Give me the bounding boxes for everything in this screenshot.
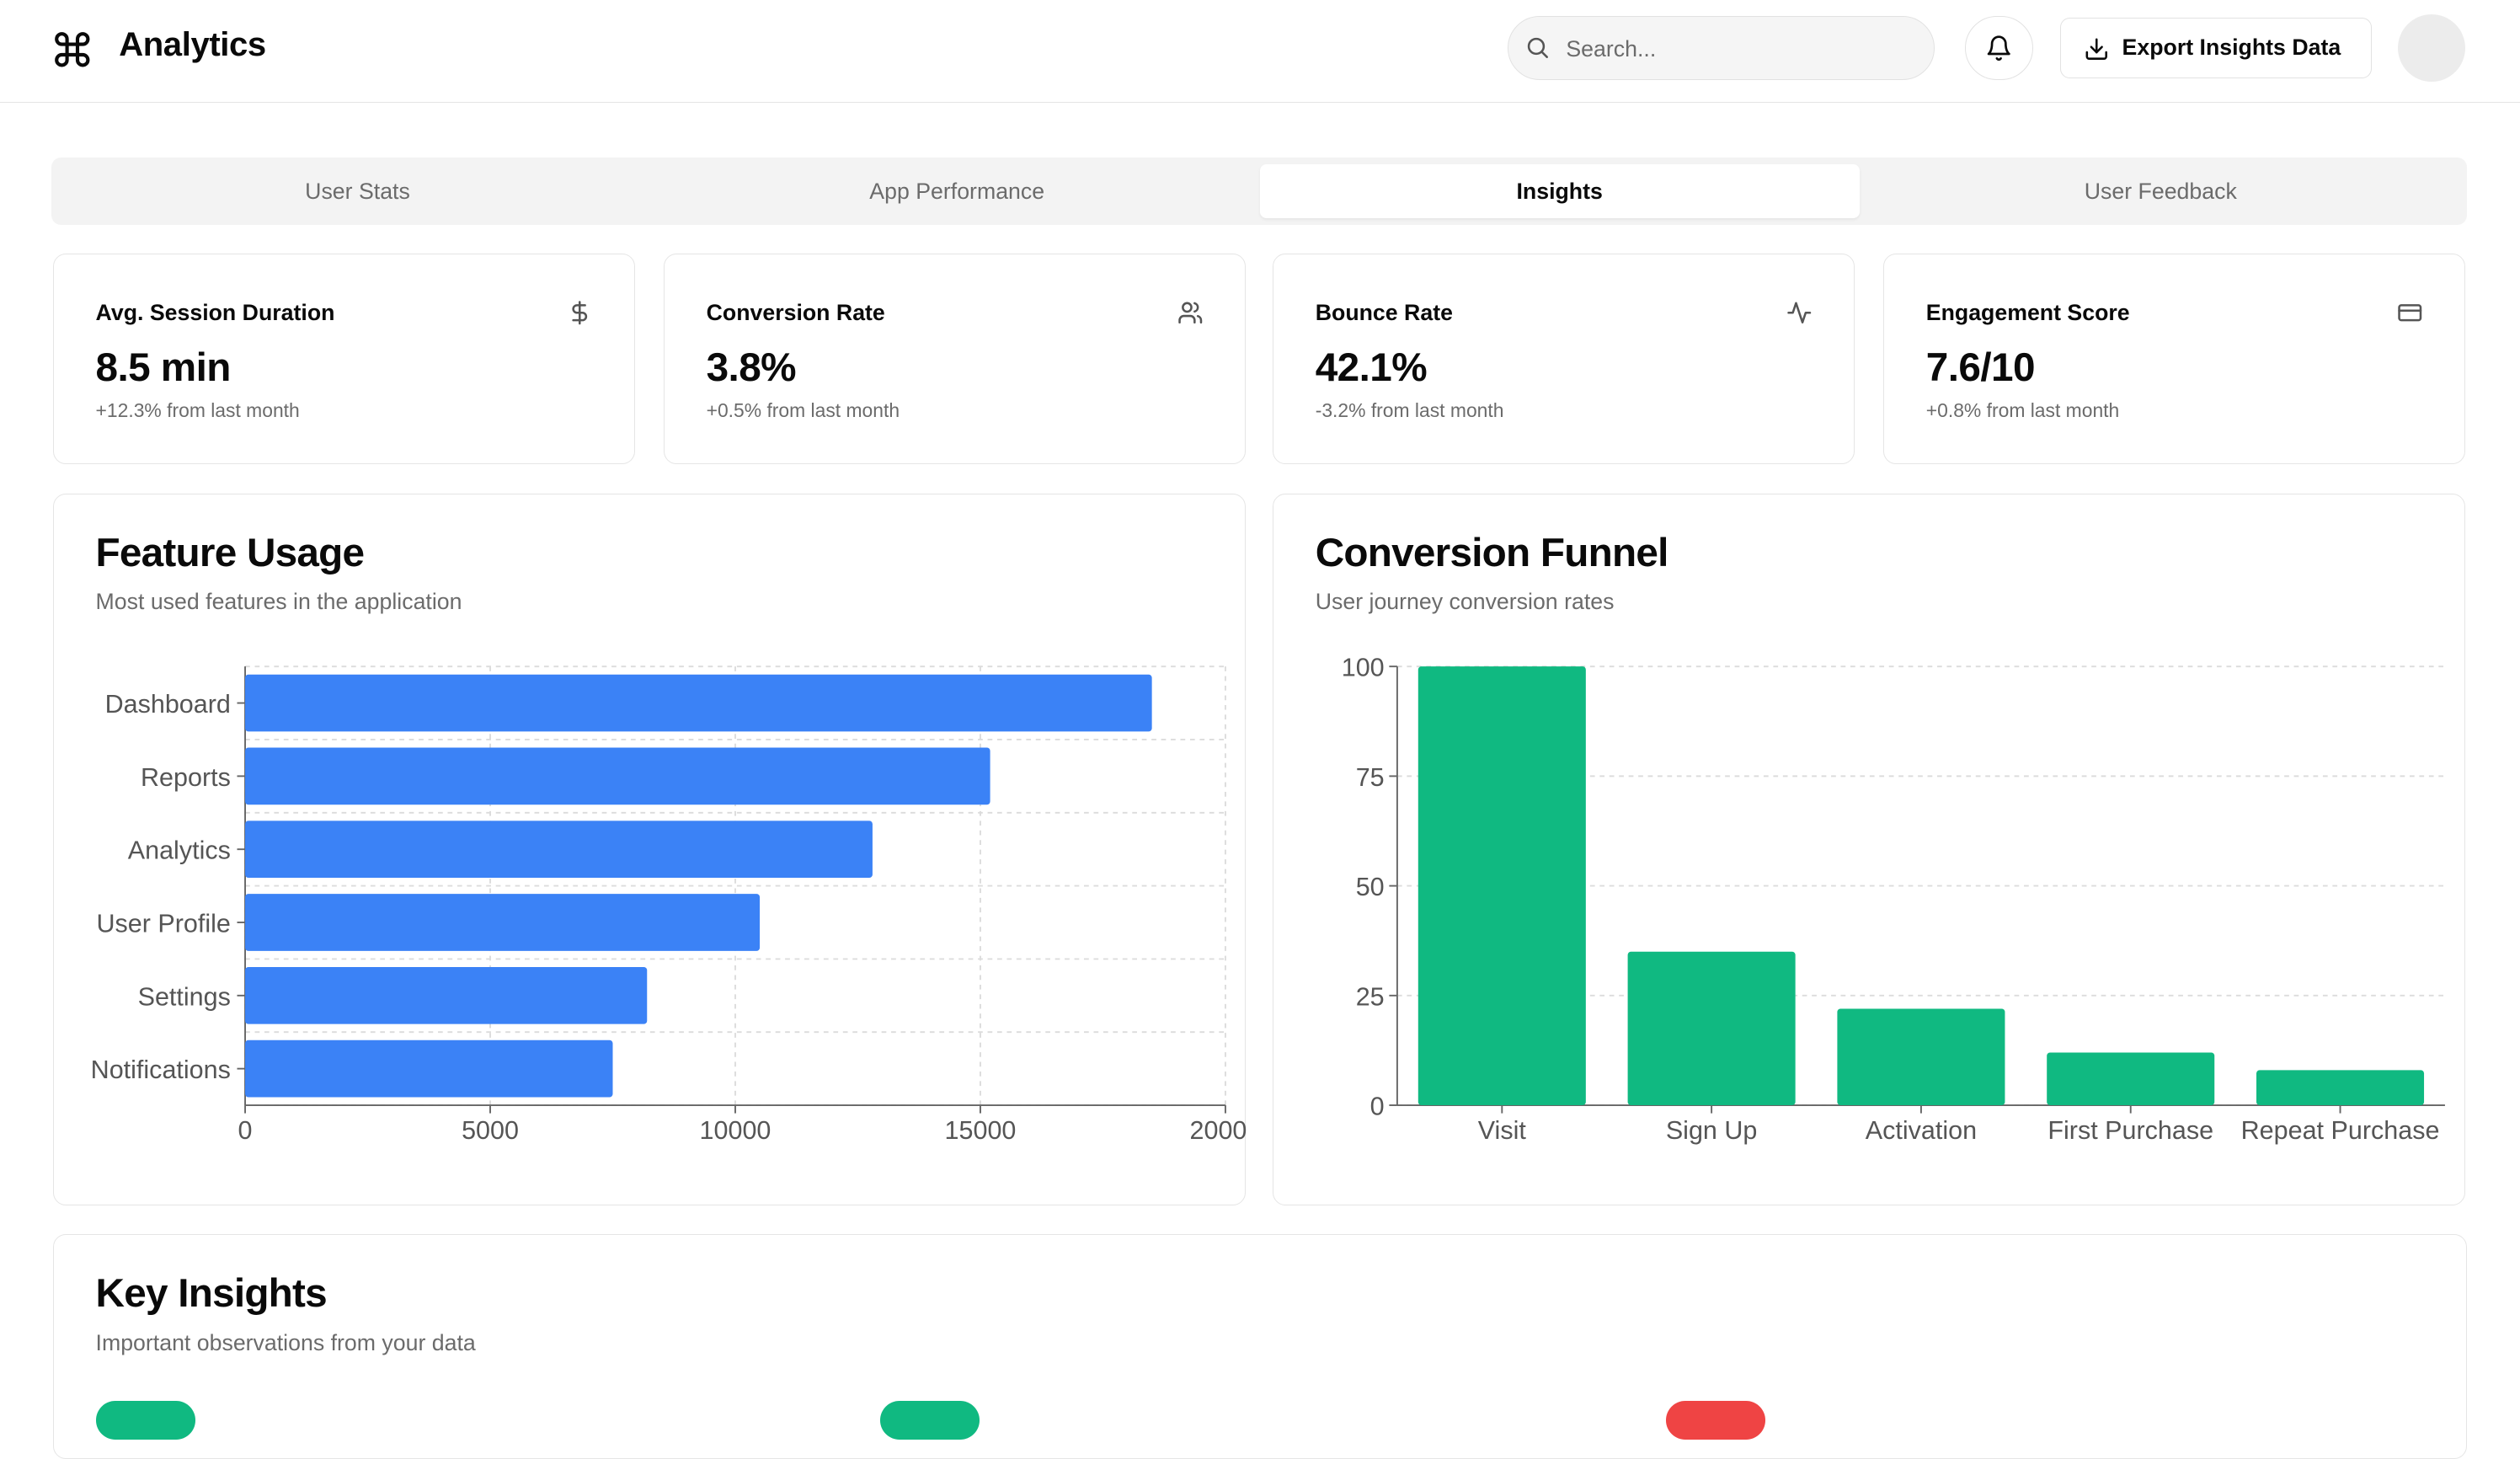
- insight-badge: [95, 1400, 195, 1440]
- tab-user-stats[interactable]: User Stats: [305, 178, 410, 204]
- export-button-label: Export Insights Data: [2122, 35, 2341, 61]
- category-label: Repeat Purchase: [2241, 1116, 2440, 1145]
- tick-label: 15000: [944, 1116, 1016, 1145]
- feature-usage-chart: Dashboard Reports Analytics User Profile Set…: [91, 665, 1247, 1145]
- bar: [1837, 1008, 2005, 1105]
- tab-bar: User Stats App Performance Insights User…: [51, 157, 2467, 226]
- category-label: Reports: [141, 763, 231, 792]
- stat-title: Bounce Rate: [1315, 299, 1453, 325]
- stat-card-conversion-rate: Conversion Rate 3.8% +0.5% from last mon…: [664, 254, 1246, 465]
- section-subtitle: Important observations from your data: [95, 1329, 476, 1355]
- category-label: Analytics: [128, 836, 231, 864]
- tick-label: 10000: [700, 1116, 771, 1145]
- stat-change: +0.5% from last month: [706, 399, 900, 422]
- stat-change: +12.3% from last month: [95, 399, 300, 422]
- tick-label: 0: [238, 1116, 253, 1145]
- dollar-icon: [571, 301, 587, 325]
- category-label: Activation: [1866, 1116, 1977, 1145]
- category-label: Notifications: [91, 1056, 231, 1084]
- tick-label: 75: [1356, 763, 1385, 792]
- category-label: Sign Up: [1666, 1116, 1758, 1145]
- download-icon: [2085, 38, 2107, 60]
- chart-title: Conversion Funnel: [1315, 530, 1669, 575]
- avatar[interactable]: [2397, 14, 2465, 83]
- tab-insights[interactable]: Insights: [1259, 163, 1860, 219]
- search-input[interactable]: [1562, 31, 1923, 67]
- category-label: User Profile: [96, 909, 230, 938]
- top-header: Analytics Export Insights Data: [0, 0, 2520, 104]
- insight-badge: [1665, 1400, 1765, 1440]
- bar: [2256, 1070, 2425, 1105]
- tick-label: 50: [1356, 873, 1385, 901]
- bar: [245, 893, 761, 951]
- stat-title: Engagement Score: [1925, 299, 2130, 325]
- conversion-funnel-chart: Visit Sign Up Activation First Purchase Repe…: [1342, 653, 2446, 1145]
- stat-card-bounce-rate: Bounce Rate 42.1% -3.2% from last month: [1273, 254, 1855, 465]
- bar: [2047, 1052, 2215, 1105]
- search-icon: [1527, 37, 1548, 59]
- tick-label: 20000: [1189, 1116, 1246, 1145]
- stat-change: -3.2% from last month: [1315, 399, 1504, 422]
- bar: [245, 674, 1152, 732]
- stat-value: 7.6/10: [1925, 345, 2036, 391]
- tick-label: 5000: [462, 1116, 519, 1145]
- stat-card-session-duration: Avg. Session Duration 8.5 min +12.3% fro…: [52, 254, 635, 465]
- key-insights-card: Key Insights Important observations from…: [52, 1234, 2467, 1459]
- tick-label: 25: [1356, 982, 1385, 1011]
- stat-value: 8.5 min: [95, 345, 232, 391]
- command-icon[interactable]: [51, 29, 93, 71]
- notifications-button[interactable]: [1965, 16, 2033, 81]
- tab-app-performance[interactable]: App Performance: [869, 178, 1045, 204]
- category-label: First Purchase: [2048, 1116, 2213, 1145]
- stat-card-engagement-score: Engagement Score 7.6/10 +0.8% from last …: [1883, 254, 2465, 465]
- chart-subtitle: User journey conversion rates: [1315, 589, 1615, 615]
- stat-title: Avg. Session Duration: [95, 299, 335, 325]
- stat-value: 42.1%: [1315, 345, 1428, 391]
- users-icon: [1177, 302, 1202, 323]
- bar: [245, 1039, 613, 1098]
- tab-user-feedback[interactable]: User Feedback: [2084, 178, 2237, 204]
- category-label: Settings: [138, 982, 231, 1011]
- app-title: Analytics: [119, 25, 266, 63]
- tick-label: 0: [1370, 1092, 1385, 1120]
- bell-icon: [1988, 35, 2011, 61]
- tick-label: 100: [1342, 653, 1385, 681]
- category-label: Visit: [1478, 1116, 1527, 1145]
- feature-usage-card: Feature Usage Most used features in the …: [52, 493, 1247, 1205]
- chart-subtitle: Most used features in the application: [95, 589, 462, 615]
- stat-title: Conversion Rate: [706, 299, 885, 325]
- insight-badge: [879, 1400, 980, 1440]
- stat-change: +0.8% from last month: [1925, 399, 2120, 422]
- credit-card-icon: [2398, 303, 2421, 322]
- search-box[interactable]: [1507, 16, 1935, 81]
- conversion-funnel-card: Conversion Funnel User journey conversio…: [1273, 493, 2465, 1205]
- bar: [1418, 665, 1586, 1105]
- bar: [1627, 951, 1796, 1105]
- section-title: Key Insights: [95, 1271, 328, 1317]
- stat-value: 3.8%: [706, 345, 797, 391]
- export-insights-button[interactable]: Export Insights Data: [2060, 17, 2373, 79]
- activity-icon: [1786, 302, 1811, 323]
- bar: [245, 966, 648, 1024]
- chart-title: Feature Usage: [95, 530, 365, 575]
- category-label: Dashboard: [105, 690, 231, 719]
- bar: [245, 820, 873, 878]
- bar: [245, 747, 990, 804]
